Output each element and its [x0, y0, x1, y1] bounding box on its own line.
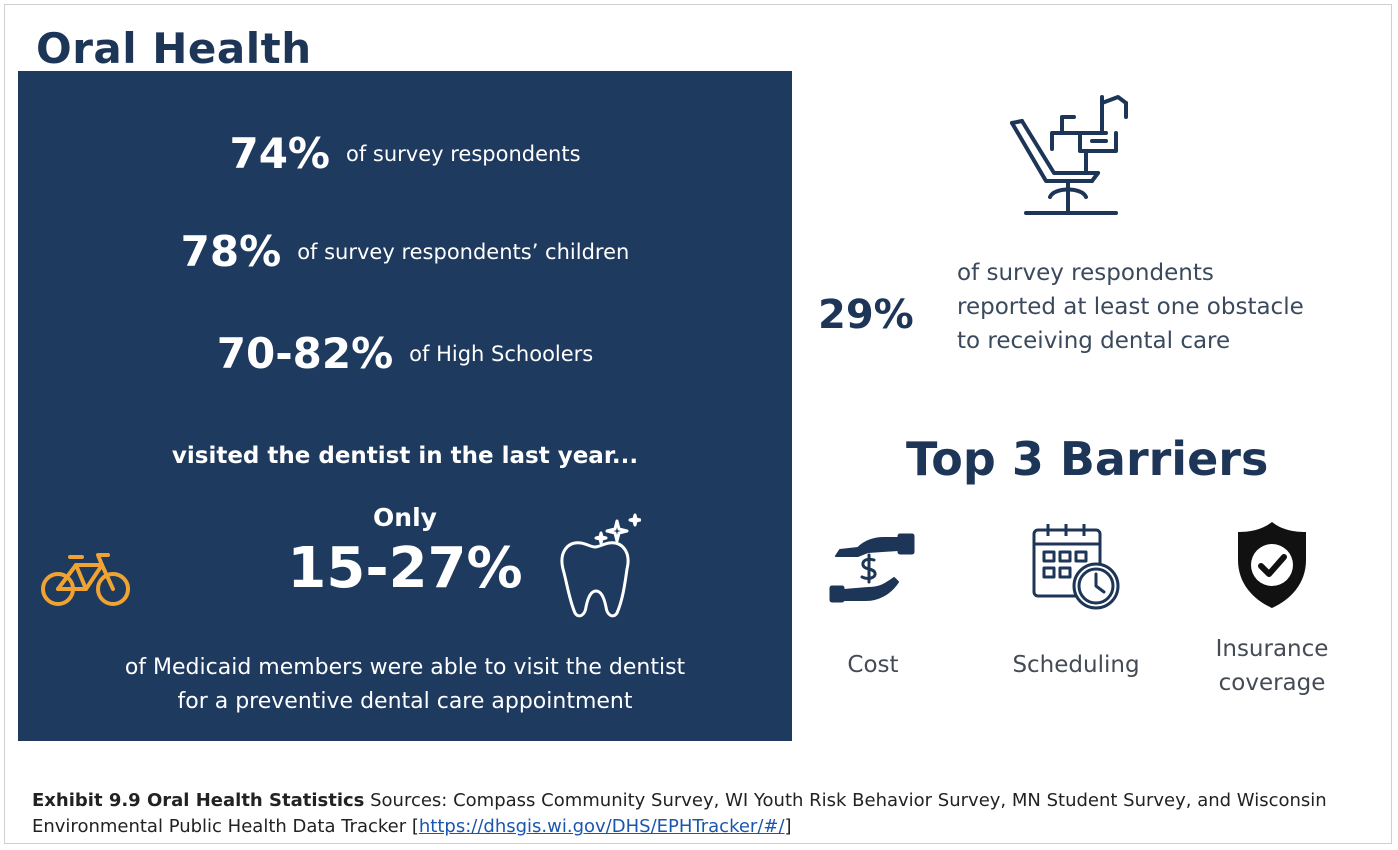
obstacle-line-1: of survey respondents: [957, 260, 1214, 286]
caption-sources: Sources: Compass Community Survey, WI Yo…: [32, 790, 1327, 837]
medicaid-percent: 15-27%: [287, 536, 523, 601]
only-label: Only: [373, 503, 437, 532]
stat-highschool-text: of High Schoolers: [409, 341, 594, 366]
sparkling-tooth-icon: [560, 513, 641, 618]
stat-highschool: 70-82% of High Schoolers: [18, 329, 792, 378]
medicaid-line-2: for a preventive dental care appointment: [177, 689, 633, 714]
stat-children-text: of survey respondents’ children: [297, 239, 630, 264]
barrier-insurance-label: Insurance coverage: [1192, 632, 1352, 700]
figure-caption: Exhibit 9.9 Oral Health Statistics Sourc…: [32, 788, 1372, 840]
visited-dentist-text: visited the dentist in the last year...: [171, 443, 639, 469]
calendar-clock-icon: [1032, 524, 1120, 610]
obstacle-line-2: reported at least one obstacle: [957, 294, 1304, 320]
caption-label: Exhibit 9.9 Oral Health Statistics: [32, 790, 365, 811]
shield-check-icon: [1238, 522, 1306, 608]
stat-adults-value: 74%: [229, 129, 330, 178]
caption-link[interactable]: https://dhsgis.wi.gov/DHS/EPHTracker/#/: [418, 816, 785, 837]
medicaid-line-1: of Medicaid members were able to visit t…: [124, 655, 686, 680]
barrier-insurance-line-2: coverage: [1218, 670, 1326, 696]
stat-children-value: 78%: [180, 227, 282, 276]
dental-chair-icon: [1010, 95, 1128, 215]
stat-children: 78% of survey respondents’ children: [18, 227, 792, 276]
stat-adults: 74% of survey respondents: [18, 129, 792, 178]
page-title: Oral Health: [36, 24, 312, 73]
figure-frame: [4, 4, 1392, 844]
caption-close: ]: [784, 816, 792, 837]
stat-adults-text: of survey respondents: [346, 141, 581, 166]
bicycle-icon: [41, 553, 130, 606]
stat-highschool-value: 70-82%: [216, 329, 394, 378]
hand-money-icon: [829, 533, 915, 603]
barriers-title: Top 3 Barriers: [906, 432, 1269, 486]
barrier-scheduling-label: Scheduling: [1012, 652, 1140, 678]
obstacle-line-3: to receiving dental care: [957, 328, 1231, 354]
obstacle-text: of survey respondents reported at least …: [957, 256, 1304, 358]
barrier-insurance-line-1: Insurance: [1215, 636, 1329, 662]
statistics-panel: 74% of survey respondents 78% of survey re…: [18, 71, 792, 741]
obstacle-percent: 29%: [818, 292, 914, 338]
medicaid-text: of Medicaid members were able to visit t…: [18, 651, 792, 719]
barrier-cost-label: Cost: [847, 652, 899, 678]
